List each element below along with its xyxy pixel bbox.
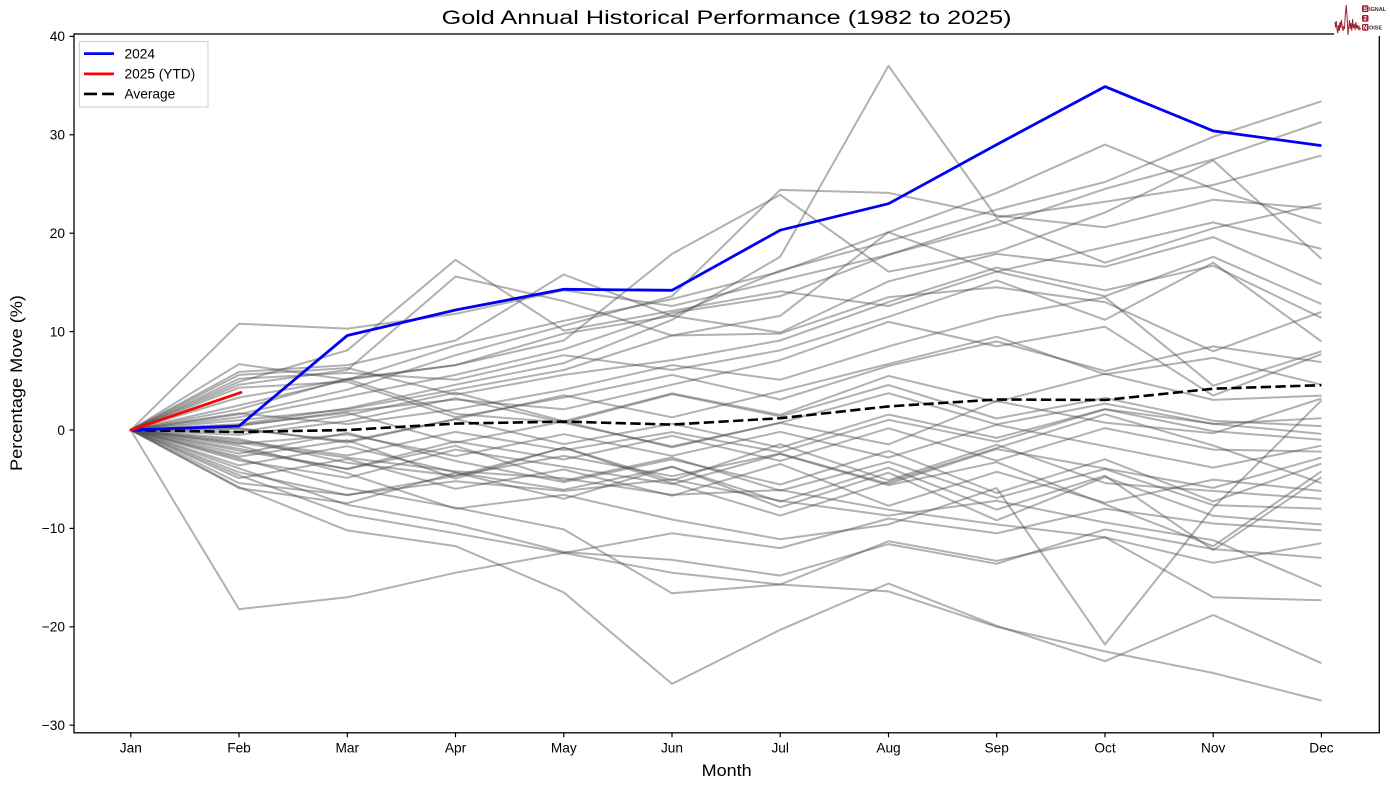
svg-text:−20: −20 bbox=[42, 620, 66, 635]
svg-text:2: 2 bbox=[1364, 17, 1368, 23]
svg-text:2024: 2024 bbox=[125, 46, 156, 61]
svg-text:−10: −10 bbox=[42, 521, 66, 536]
svg-text:IGNAL: IGNAL bbox=[1369, 7, 1387, 13]
svg-text:May: May bbox=[551, 740, 577, 755]
svg-text:Dec: Dec bbox=[1309, 740, 1333, 755]
svg-text:Oct: Oct bbox=[1094, 740, 1115, 755]
svg-text:2025 (YTD): 2025 (YTD) bbox=[125, 67, 196, 82]
svg-text:Average: Average bbox=[125, 87, 176, 102]
svg-text:−30: −30 bbox=[42, 718, 66, 733]
svg-text:Month: Month bbox=[702, 762, 752, 780]
svg-text:Jan: Jan bbox=[120, 740, 142, 755]
svg-text:Apr: Apr bbox=[445, 740, 467, 755]
svg-text:Nov: Nov bbox=[1201, 740, 1225, 755]
svg-text:OISE: OISE bbox=[1369, 26, 1382, 32]
svg-text:Gold Annual Historical Perform: Gold Annual Historical Performance (1982… bbox=[442, 7, 1012, 29]
svg-text:40: 40 bbox=[50, 29, 66, 44]
svg-text:0: 0 bbox=[57, 423, 65, 438]
svg-text:Sep: Sep bbox=[985, 740, 1010, 755]
svg-text:10: 10 bbox=[50, 324, 66, 339]
svg-text:Jul: Jul bbox=[771, 740, 789, 755]
svg-text:Mar: Mar bbox=[336, 740, 360, 755]
svg-text:Jun: Jun bbox=[661, 740, 683, 755]
svg-text:30: 30 bbox=[50, 128, 66, 143]
svg-text:Aug: Aug bbox=[876, 740, 900, 755]
svg-text:N: N bbox=[1363, 26, 1367, 32]
svg-text:Feb: Feb bbox=[227, 740, 251, 755]
svg-text:S: S bbox=[1363, 7, 1367, 13]
svg-text:20: 20 bbox=[50, 226, 66, 241]
svg-text:Percentage Move (%): Percentage Move (%) bbox=[8, 295, 26, 471]
